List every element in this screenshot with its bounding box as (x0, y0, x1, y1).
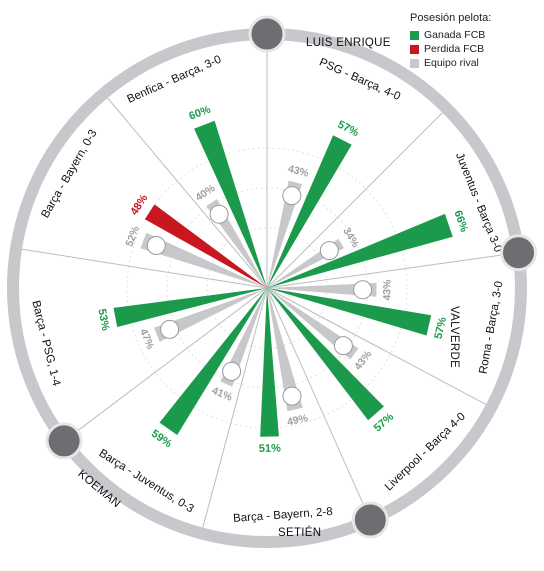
rival-bar-2 (267, 180, 302, 288)
benfica-crest-icon (209, 204, 229, 224)
liverpool-crest-icon (333, 336, 353, 356)
fcb-bar-7 (159, 288, 267, 435)
match-label-9: Barça - Bayern, 0-3 (39, 128, 99, 220)
match-label-4: Roma - Barça, 3-0 (477, 280, 505, 375)
rival-value-label-2: 43% (287, 163, 311, 180)
rival-value-label-7: 41% (210, 385, 235, 405)
legend-item-rival: Equipo rival (410, 56, 540, 70)
rival-bar-9 (140, 232, 267, 288)
sector-divider-2 (266, 112, 443, 289)
rival-value-label-9: 52% (123, 224, 142, 249)
coach-label-luis-enrique: LUIS ENRIQUE (306, 37, 391, 49)
coach-avatar-luis-enrique (248, 15, 286, 53)
coach-label-setien: SETIÉN (278, 527, 322, 539)
coach-label-valverde: VALVERDE (448, 306, 460, 369)
coach-avatar-valverde (500, 234, 537, 272)
fcb-value-label-9: 48% (128, 192, 150, 217)
fcb-bar-8 (113, 288, 267, 327)
fcb-value-label-2: 57% (336, 119, 361, 140)
fcb-bar-3 (267, 213, 453, 288)
fcb-bar-1 (194, 120, 267, 288)
coach-avatar-koeman (45, 422, 83, 460)
juventus-crest-icon (222, 361, 242, 381)
sector-divider-9 (107, 97, 268, 289)
fcb-bar-2 (267, 135, 352, 288)
legend-swatch-rival (410, 58, 419, 68)
juventus-crest-icon (319, 241, 339, 261)
rival-value-label-1: 40% (193, 182, 218, 204)
fcb-bar-4 (267, 288, 432, 336)
roma-crest-icon (353, 280, 373, 300)
fcb-bar-6 (260, 288, 279, 437)
rival-bar-4 (267, 283, 377, 297)
legend: Posesión pelota: Ganada FCB Perdida FCB … (410, 12, 540, 70)
rival-bar-8 (154, 288, 267, 342)
legend-label-loss: Perdida FCB (424, 43, 485, 55)
rival-value-label-6: 49% (286, 412, 310, 429)
rival-bar-6 (267, 288, 303, 412)
sector-divider-3 (266, 253, 513, 289)
coach-avatar-setien (351, 501, 389, 539)
fcb-value-label-7: 59% (149, 428, 174, 451)
psg-crest-icon (160, 319, 180, 339)
match-label-6: Barça - Bayern, 2-8 (233, 506, 333, 525)
bayern-crest-icon (146, 236, 166, 255)
legend-label-win: Ganada FCB (424, 29, 486, 41)
bayern-crest-icon (282, 386, 302, 406)
fcb-value-label-4: 57% (432, 316, 449, 340)
sector-divider-8 (22, 248, 268, 289)
fcb-bar-5 (267, 288, 384, 421)
legend-item-loss: Perdida FCB (410, 42, 540, 56)
sector-divider-4 (266, 287, 487, 405)
fcb-value-label-3: 66% (451, 209, 470, 234)
fcb-value-label-8: 53% (95, 308, 111, 332)
legend-label-rival: Equipo rival (424, 57, 479, 69)
sector-divider-5 (266, 287, 369, 515)
rival-value-label-3: 34% (340, 225, 361, 250)
fcb-bar-9 (144, 204, 267, 288)
sector-divider-7 (68, 287, 268, 438)
legend-swatch-win (410, 30, 419, 40)
legend-item-win: Ganada FCB (410, 28, 540, 42)
rival-value-label-4: 43% (381, 279, 393, 301)
sector-divider-6 (202, 287, 268, 528)
legend-title: Posesión pelota: (410, 12, 492, 24)
psg-crest-icon (282, 186, 302, 206)
fcb-value-label-6: 51% (259, 443, 281, 455)
legend-swatch-loss (410, 44, 419, 54)
fcb-value-label-1: 60% (187, 103, 212, 122)
grid-circle-3 (126, 147, 408, 429)
fcb-value-label-5: 57% (372, 411, 397, 435)
rival-value-label-8: 47% (137, 327, 157, 352)
